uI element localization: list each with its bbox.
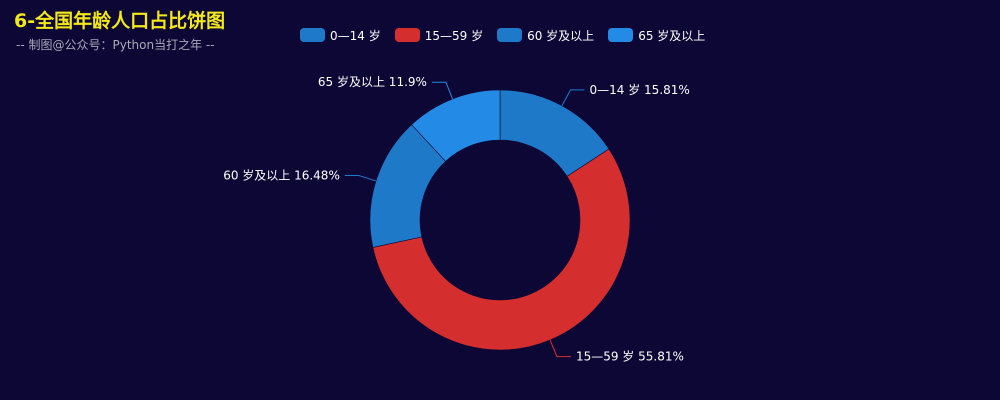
slice-2[interactable] [372,148,631,351]
legend-swatch [497,28,523,42]
slice-label-2: 15—59 岁 55.81% [576,349,684,364]
legend-item-2[interactable]: 15—59 岁 [394,27,484,44]
legend-item-3[interactable]: 60 岁及以上 [497,27,594,44]
slice-label-4: 65 岁及以上 11.9% [318,74,427,89]
legend-item-1[interactable]: 0—14 岁 [300,27,381,44]
slice-4[interactable] [411,89,501,162]
chart-title: 6-全国年龄人口占比饼图 [14,10,226,32]
leader-line-4 [431,81,453,100]
legend-swatch [608,28,634,42]
leader-line-3 [344,175,377,182]
legend-swatch [300,28,325,42]
legend-label: 65 岁及以上 [638,28,706,43]
legend-item-4[interactable]: 65 岁及以上 [608,27,705,44]
slice-label-1: 0—14 岁 15.81% [590,82,690,97]
chart-legend: 0—14 岁 15—59 岁 60 岁及以上 65 岁及以上 [300,26,705,44]
legend-swatch [394,28,420,42]
leader-line-1 [561,89,585,106]
chart-subtitle: -- 制图@公众号：Python当打之年 -- [16,38,215,52]
legend-label: 0—14 岁 [330,28,381,43]
slice-label-3: 60 岁及以上 16.48% [223,168,340,183]
leader-line-2 [549,339,571,358]
legend-label: 60 岁及以上 [527,28,595,43]
legend-label: 15—59 岁 [424,28,484,43]
